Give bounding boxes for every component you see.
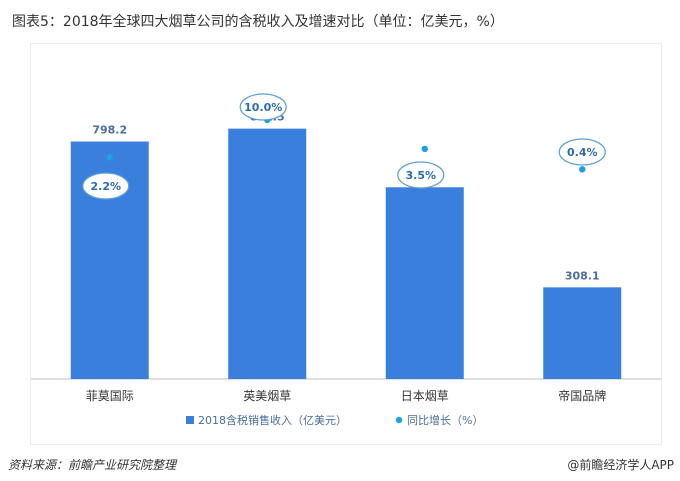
category-label-1: 菲莫国际 (86, 389, 134, 403)
chart-panel: 798.22.2%菲莫国际841.510.0%英美烟草644.43.5%日本烟草… (30, 43, 662, 445)
category-label-2: 英美烟草 (243, 389, 291, 403)
growth-label-4: 0.4% (567, 146, 598, 159)
bar-2 (228, 128, 307, 379)
growth-bubble-2 (239, 93, 287, 121)
brand-text: @前瞻经济学人APP (567, 458, 674, 472)
bar-value-label-4: 308.1 (565, 269, 600, 282)
growth-dot-3 (421, 145, 428, 153)
growth-label-1: 2.2% (90, 180, 121, 193)
bar-4 (543, 287, 622, 379)
growth-dot-1 (106, 154, 113, 161)
growth-dot-4 (579, 166, 586, 173)
legend-bar-swatch (186, 416, 194, 424)
legend-dot-swatch (395, 416, 403, 424)
source-note: 资料来源：前瞻产业研究院整理 (8, 458, 177, 472)
category-label-3: 日本烟草 (401, 389, 449, 403)
legend-dot-label: 同比增长（%） (407, 413, 483, 427)
bar-3 (385, 187, 464, 379)
growth-bubble-3 (397, 161, 445, 189)
legend-bar-label: 2018含税销售收入（亿美元） (198, 413, 347, 427)
growth-label-3: 3.5% (405, 169, 436, 182)
category-label-4: 帝国品牌 (558, 388, 606, 403)
growth-label-2: 10.0% (244, 101, 282, 114)
growth-bubble-1 (82, 172, 130, 200)
bar-value-label-1: 798.2 (92, 124, 127, 137)
chart-title: 图表5：2018年全球四大烟草公司的含税收入及增速对比（单位：亿美元，%） (12, 14, 504, 30)
chart-svg: 798.22.2%菲莫国际841.510.0%英美烟草644.43.5%日本烟草… (31, 93, 661, 427)
brand-credit: @前瞻经济学人APP (567, 456, 674, 473)
growth-bubble-4 (558, 138, 606, 166)
